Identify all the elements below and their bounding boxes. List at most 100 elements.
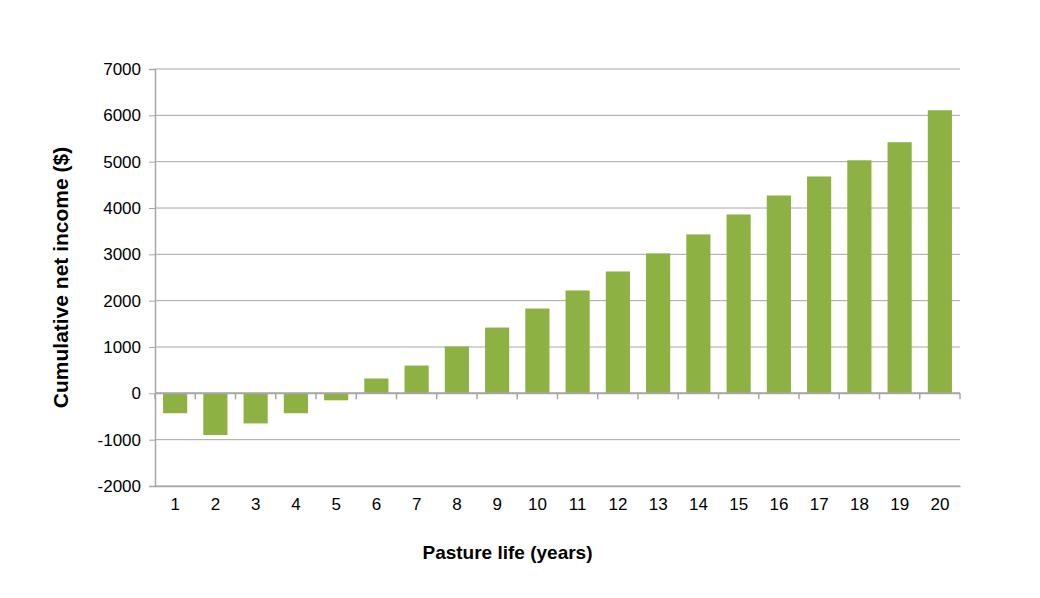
- bar: [566, 290, 590, 393]
- y-axis-title: Cumulative net income ($): [49, 147, 72, 408]
- chart: -2000-1000010002000300040005000600070001…: [0, 0, 1040, 598]
- y-tick-label: 6000: [103, 106, 141, 125]
- y-tick-mark: [149, 301, 155, 302]
- x-tick: 3: [251, 486, 260, 514]
- y-tick-mark: [149, 115, 155, 116]
- category-separator: [396, 393, 398, 399]
- bar: [244, 393, 268, 423]
- x-tick-label: 17: [810, 495, 829, 514]
- x-tick: 11: [569, 486, 587, 514]
- y-tick-label: 5000: [103, 153, 141, 172]
- y-tick-label: -1000: [98, 431, 141, 450]
- x-tick-label: 4: [291, 495, 300, 514]
- grid-line: [155, 439, 960, 440]
- x-tick-label: 16: [769, 495, 788, 514]
- y-tick: 7000: [103, 60, 155, 79]
- category-separator: [718, 393, 720, 399]
- x-tick-label: 10: [528, 495, 547, 514]
- x-tick: 20: [930, 486, 949, 514]
- category-separator: [557, 393, 559, 399]
- x-tick-label: 14: [689, 495, 708, 514]
- x-tick-label: 5: [331, 495, 340, 514]
- category-separator: [919, 393, 921, 399]
- plot: -2000-1000010002000300040005000600070001…: [98, 60, 961, 514]
- x-tick: 13: [649, 486, 668, 514]
- category-separator: [959, 393, 961, 399]
- category-separator: [879, 393, 881, 399]
- bar: [727, 214, 751, 393]
- x-tick: 5: [331, 486, 340, 514]
- category-separator: [758, 393, 760, 399]
- x-tick: 9: [492, 486, 501, 514]
- grid-line: [155, 300, 960, 301]
- bar: [405, 366, 429, 394]
- x-axis-line: [156, 486, 961, 488]
- y-tick-label: 7000: [103, 60, 141, 79]
- x-tick: 8: [452, 486, 461, 514]
- grid-line: [155, 347, 960, 348]
- y-tick: -1000: [98, 431, 155, 450]
- y-tick: 2000: [103, 292, 155, 311]
- y-tick-label: 3000: [103, 245, 141, 264]
- x-tick-label: 19: [890, 495, 909, 514]
- bar: [445, 347, 469, 394]
- y-tick: -2000: [98, 477, 155, 496]
- y-tick: 3000: [103, 245, 155, 264]
- bar: [847, 160, 871, 393]
- category-separator: [476, 393, 478, 399]
- x-tick: 16: [769, 486, 788, 514]
- x-tick-label: 11: [569, 495, 587, 514]
- bar: [807, 176, 831, 393]
- x-tick: 18: [850, 486, 869, 514]
- bar: [485, 328, 509, 394]
- bar: [163, 393, 187, 413]
- grid: [155, 69, 960, 486]
- x-tick-label: 15: [729, 495, 748, 514]
- category-separator: [436, 393, 438, 399]
- x-tick: 2: [211, 486, 220, 514]
- category-separator: [798, 393, 800, 399]
- bar: [767, 195, 791, 393]
- bar: [646, 253, 670, 393]
- y-tick-mark: [149, 393, 155, 394]
- x-tick-label: 12: [608, 495, 627, 514]
- grid-line: [155, 115, 960, 116]
- y-tick-label: -2000: [98, 477, 141, 496]
- y-tick-mark: [149, 486, 155, 487]
- y-tick-mark: [149, 69, 155, 70]
- x-tick-label: 9: [492, 495, 501, 514]
- x-tick: 19: [890, 486, 909, 514]
- bar: [284, 393, 308, 413]
- y-axis-line: [149, 70, 156, 487]
- bar: [324, 393, 348, 400]
- x-tick-label: 6: [372, 495, 381, 514]
- x-tick-label: 8: [452, 495, 461, 514]
- category-separator: [275, 393, 277, 399]
- x-tick-label: 3: [251, 495, 260, 514]
- x-tick-label: 13: [649, 495, 668, 514]
- bar: [888, 142, 912, 393]
- category-separator: [517, 393, 519, 399]
- y-tick-label: 2000: [103, 292, 141, 311]
- x-tick-label: 18: [850, 495, 869, 514]
- y-tick: 6000: [103, 106, 155, 125]
- category-separator: [315, 393, 317, 399]
- grid-line: [155, 254, 960, 255]
- bar: [606, 271, 630, 393]
- bar: [203, 393, 227, 435]
- y-tick-mark: [149, 208, 155, 209]
- y-tick-label: 4000: [103, 199, 141, 218]
- y-tick-mark: [149, 162, 155, 163]
- x-tick: 7: [412, 486, 421, 514]
- x-tick: 14: [689, 486, 708, 514]
- bar: [928, 110, 952, 393]
- y-tick-mark: [149, 347, 155, 348]
- x-tick: 1: [170, 486, 179, 514]
- y-tick-mark: [149, 254, 155, 255]
- x-axis: 1234567891011121314151617181920: [156, 486, 961, 514]
- category-separator: [356, 393, 358, 399]
- grid-line: [155, 486, 960, 487]
- y-tick: 0: [132, 384, 155, 403]
- x-axis-title: Pasture life (years): [422, 542, 592, 563]
- y-tick-label: 0: [132, 384, 141, 403]
